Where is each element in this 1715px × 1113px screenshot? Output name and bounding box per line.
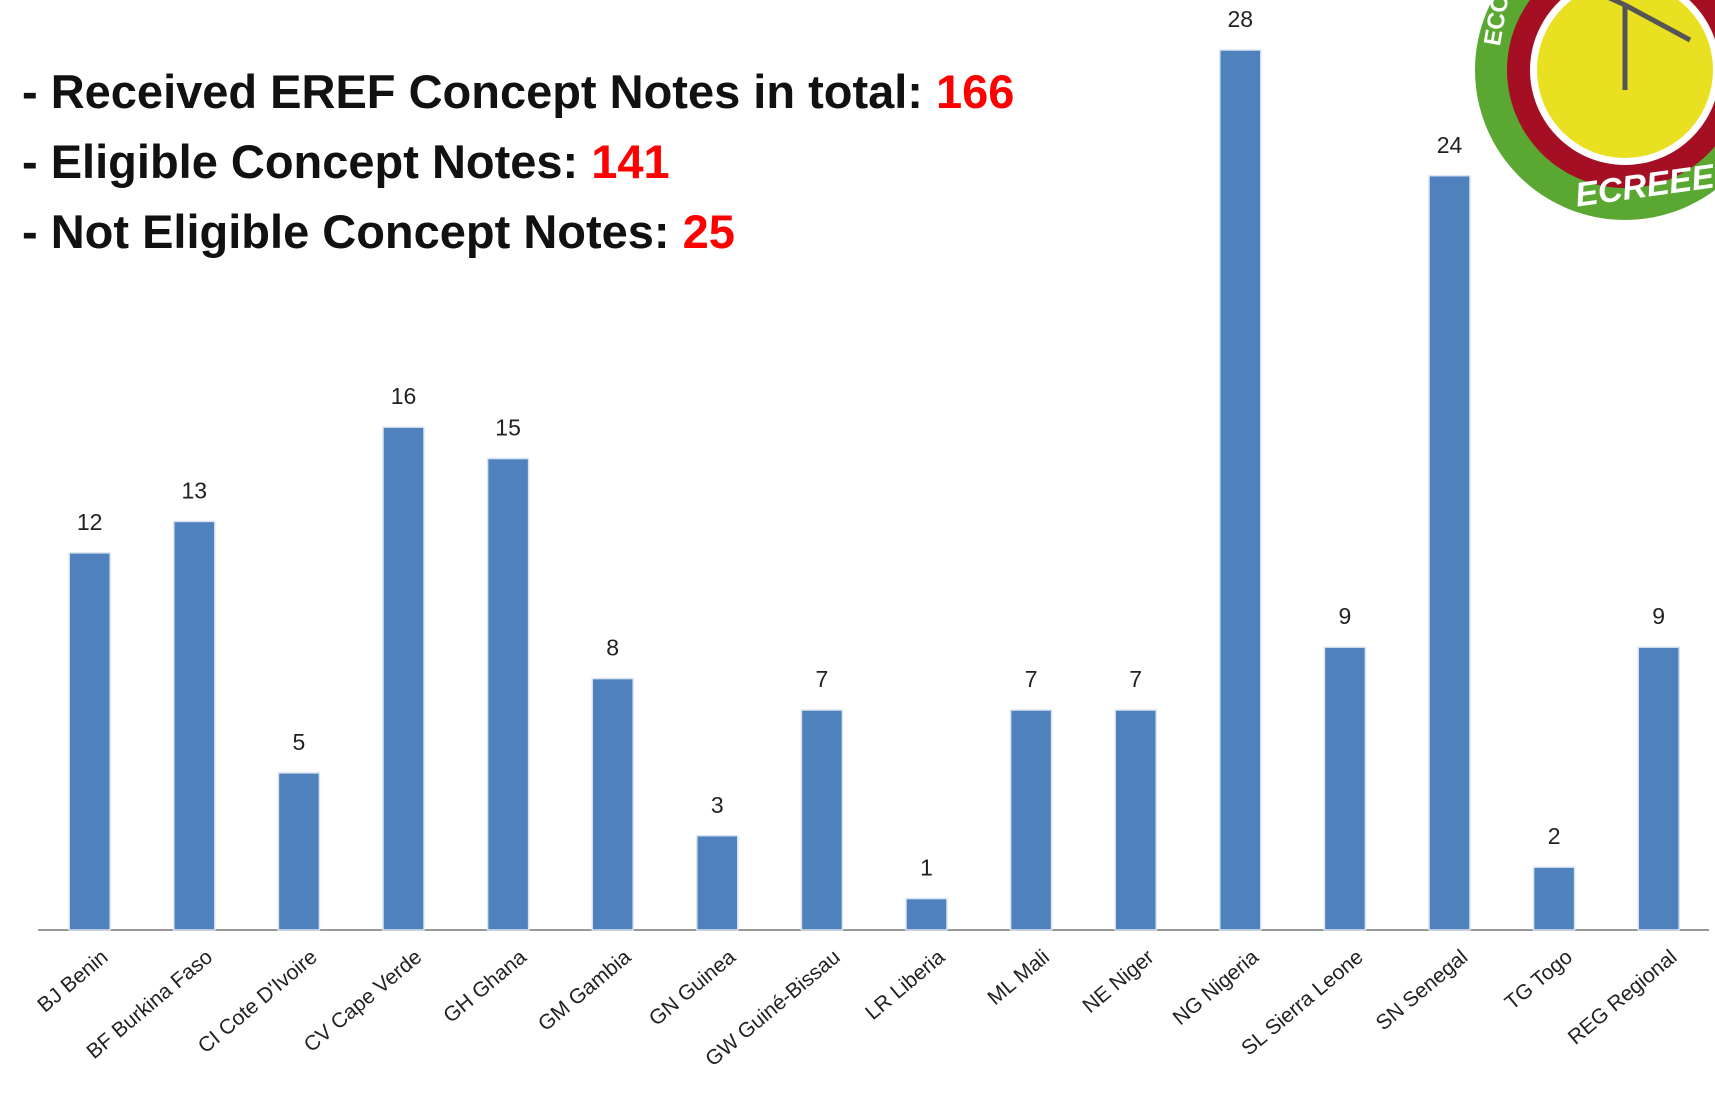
logo: ECO ECREEE	[1475, 0, 1715, 220]
bar	[1114, 709, 1157, 931]
summary-value: 141	[591, 135, 669, 188]
bar	[1428, 174, 1471, 931]
value-label: 5	[293, 729, 306, 755]
bar	[1009, 709, 1053, 931]
x-tick-label: SN Senegal	[1372, 945, 1473, 1035]
summary-line: - Eligible Concept Notes: 141	[22, 135, 670, 188]
value-label: 7	[1025, 666, 1038, 692]
value-label: 15	[495, 415, 521, 441]
summary-text: - Not Eligible Concept Notes:	[22, 205, 670, 258]
bar	[1323, 646, 1367, 931]
value-label: 9	[1652, 603, 1665, 629]
bar	[382, 426, 425, 931]
bar	[696, 834, 739, 931]
x-tick-label: GH Ghana	[439, 945, 531, 1027]
x-tick-label: GN Guinea	[645, 945, 741, 1030]
bar	[1532, 866, 1576, 931]
summary-line: - Received EREF Concept Notes in total: …	[22, 65, 1014, 118]
summary-value: 166	[936, 65, 1014, 118]
summary-text: - Received EREF Concept Notes in total:	[22, 65, 923, 118]
bar	[905, 897, 948, 931]
bar	[800, 709, 844, 931]
value-label: 12	[77, 509, 103, 535]
x-tick-label: NE Niger	[1078, 945, 1158, 1017]
value-label: 3	[711, 792, 724, 818]
value-label: 16	[391, 383, 417, 409]
value-label: 24	[1437, 132, 1463, 158]
x-tick-label: BJ Benin	[33, 945, 112, 1017]
value-label: 9	[1339, 603, 1352, 629]
bar	[277, 772, 321, 931]
logo-turbine	[1607, 0, 1692, 90]
bar	[1219, 49, 1262, 931]
value-label: 28	[1228, 6, 1254, 32]
summary-text: - Eligible Concept Notes:	[22, 135, 578, 188]
bar	[486, 457, 530, 931]
value-label: 1	[920, 855, 933, 881]
x-tick-label: TG Togo	[1501, 945, 1577, 1014]
value-label: 13	[182, 478, 208, 504]
value-label: 8	[606, 635, 619, 661]
x-tick-label: ML Mali	[983, 945, 1054, 1009]
x-tick-label: REG Regional	[1564, 945, 1682, 1049]
value-label: 7	[1129, 666, 1142, 692]
value-label: 2	[1548, 823, 1561, 849]
bar	[173, 520, 216, 931]
bar	[68, 552, 111, 931]
x-tick-label: LR Liberia	[861, 945, 949, 1024]
summary-line: - Not Eligible Concept Notes: 25	[22, 205, 735, 258]
bar	[591, 677, 634, 931]
x-tick-label: NG Nigeria	[1169, 945, 1264, 1030]
x-tick-label: GM Gambia	[534, 945, 636, 1036]
bar	[1637, 646, 1680, 931]
value-label: 7	[816, 666, 829, 692]
summary-value: 25	[683, 205, 735, 258]
